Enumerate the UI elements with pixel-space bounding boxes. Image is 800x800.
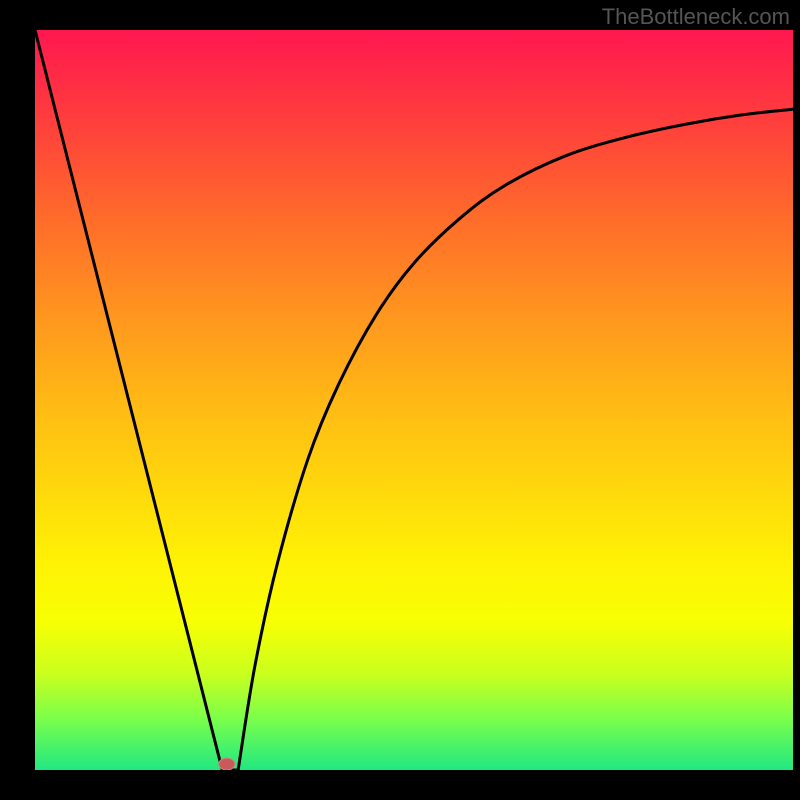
plot-svg: [35, 30, 793, 770]
watermark-text: TheBottleneck.com: [602, 4, 790, 30]
plot-area: [35, 30, 793, 770]
valley-marker: [219, 758, 235, 770]
plot-background: [35, 30, 793, 770]
chart-frame: TheBottleneck.com: [0, 0, 800, 800]
